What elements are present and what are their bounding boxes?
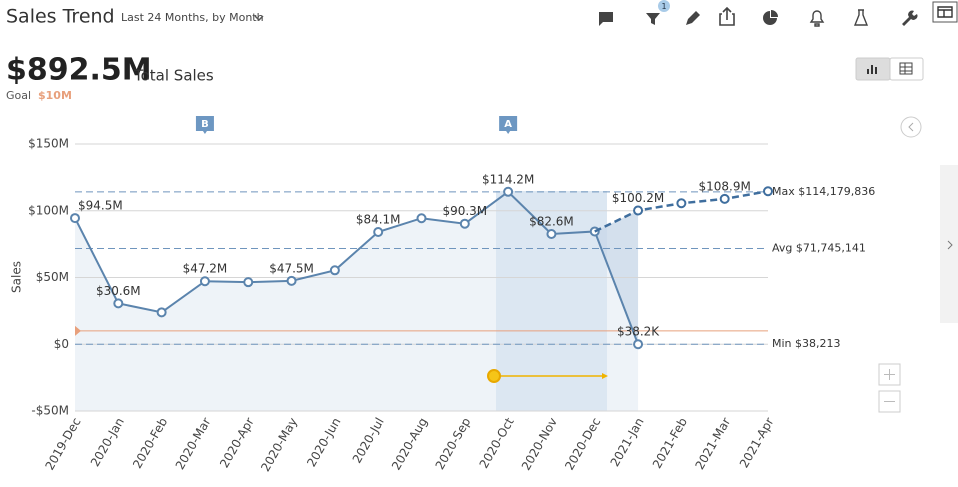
data-point [676, 198, 687, 209]
goal-value: $10M [38, 89, 72, 102]
series-line [74, 190, 639, 345]
value-label: $82.6M [529, 214, 574, 228]
lab-icon[interactable] [853, 9, 869, 26]
reference-label: Avg $71,745,141 [772, 241, 866, 254]
value-label: $100.2M [612, 191, 664, 205]
x-tick-label: 2020-Mar [173, 415, 214, 472]
y-tick-label: $150M [28, 137, 69, 151]
value-label: $47.5M [269, 261, 314, 275]
x-tick-label: 2019-Dec [42, 415, 83, 472]
reference-label: Min $38,213 [772, 337, 841, 350]
data-point [546, 228, 557, 239]
table-view-button[interactable] [889, 57, 924, 81]
total-value: $892.5M [6, 53, 152, 88]
y-tick-label: $100M [28, 203, 69, 217]
y-tick-label: $50M [36, 270, 69, 284]
data-point [763, 186, 773, 197]
x-tick-label: 2021-Feb [650, 415, 690, 471]
data-point [199, 276, 210, 287]
data-point [243, 277, 254, 288]
x-tick-label: 2020-Aug [389, 415, 430, 472]
filter-badge [658, 0, 670, 12]
x-tick-label: 2021-Apr [737, 415, 777, 470]
data-point [286, 275, 297, 286]
dropdown-caret[interactable] [254, 15, 264, 22]
chart-type-icon[interactable] [763, 10, 778, 25]
x-tick-label: 2020-Jun [304, 415, 343, 469]
data-point [329, 265, 340, 276]
value-label: $84.1M [356, 212, 401, 226]
annotation-label: B [201, 119, 209, 130]
x-tick-label: 2020-Sep [433, 415, 474, 472]
filter-icon[interactable] [646, 13, 660, 25]
x-tick-label: 2020-Dec [562, 415, 603, 472]
total-label: Total Sales [133, 67, 214, 85]
slider-handle[interactable] [487, 369, 501, 383]
x-tick-label: 2021-Jan [608, 415, 647, 469]
x-tick-label: 2020-Nov [519, 415, 560, 472]
title: Sales Trend [6, 6, 115, 28]
side-panel-handle[interactable] [940, 165, 958, 323]
settings-icon[interactable] [902, 10, 918, 26]
y-tick-label: -$50M [31, 404, 69, 418]
value-label: $108.9M [699, 179, 751, 193]
toolbar: 1 [599, 0, 918, 27]
x-tick-label: 2021-Mar [692, 415, 733, 472]
collapse-button[interactable] [900, 116, 922, 138]
annotation-marker [499, 116, 518, 134]
y-axis-label: Sales [10, 261, 24, 293]
data-point [633, 339, 644, 350]
x-tick-label: 2020-Jan [88, 415, 127, 469]
x-tick-label: 2020-Apr [217, 415, 257, 470]
grid-icon [899, 62, 913, 75]
value-label: $38.2K [617, 325, 660, 339]
value-label: $90.3M [442, 204, 487, 218]
annotation-label: A [504, 119, 512, 130]
data-point [70, 213, 80, 224]
goal-marker [75, 325, 81, 336]
plus-icon [884, 369, 895, 380]
data-point [633, 205, 644, 216]
filter-count: 1 [661, 2, 666, 11]
value-label: $94.5M [78, 199, 123, 213]
highlight-band [496, 191, 607, 411]
y-tick-label: $0 [54, 337, 69, 351]
alert-icon[interactable] [809, 10, 825, 27]
data-point [373, 226, 384, 237]
bar-icon [867, 65, 877, 74]
layout-icon [937, 6, 953, 18]
share-icon[interactable] [719, 6, 735, 26]
data-point [503, 186, 514, 197]
data-point [459, 218, 470, 229]
value-label: $30.6M [96, 284, 141, 298]
layout-button[interactable] [932, 1, 958, 23]
annotation-marker [195, 116, 214, 134]
edit-icon[interactable] [686, 11, 700, 25]
period-selector[interactable]: Last 24 Months, by Month [121, 11, 264, 24]
x-tick-label: 2020-Jul [350, 415, 387, 465]
value-label: $114.2M [482, 172, 534, 186]
data-point [113, 298, 124, 309]
data-point [156, 307, 167, 318]
comment-icon[interactable] [599, 12, 613, 26]
x-tick-label: 2020-May [258, 415, 300, 474]
slider-arrow [602, 373, 608, 379]
reference-label: Max $114,179,836 [772, 185, 875, 198]
side-panel-icon [947, 240, 953, 250]
collapse-icon [908, 122, 914, 132]
value-label: $47.2M [183, 262, 228, 276]
x-tick-label: 2020-Feb [130, 415, 170, 471]
data-point [416, 213, 427, 224]
data-point [719, 193, 730, 204]
x-tick-label: 2020-Oct [477, 415, 517, 471]
goal-label: Goal [6, 89, 31, 102]
plot: -$50M $0 $50M $100M $150M Sales Max $114,179,8… [10, 116, 875, 474]
